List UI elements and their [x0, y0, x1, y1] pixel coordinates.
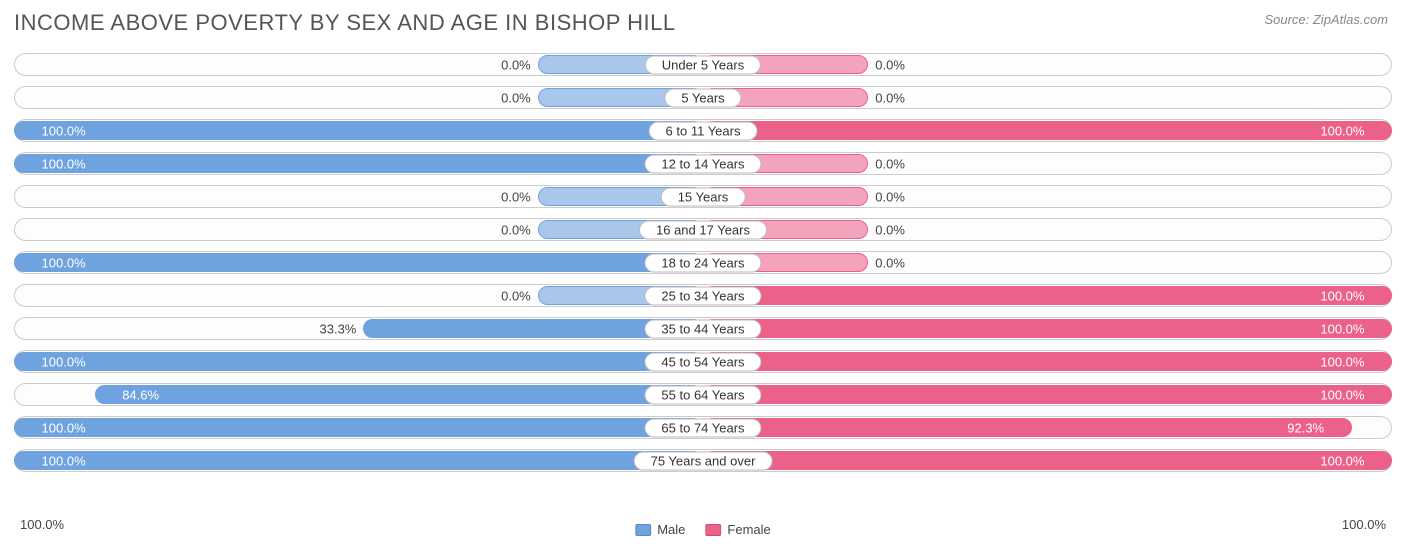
category-label: 45 to 54 Years [644, 352, 761, 371]
female-pct: 100.0% [1320, 288, 1364, 303]
chart-row: 100.0% 0.0% 18 to 24 Years [14, 248, 1392, 277]
male-pct: 100.0% [42, 420, 86, 435]
male-bar [95, 385, 703, 404]
chart-row: 0.0% 0.0% Under 5 Years [14, 50, 1392, 79]
female-pct: 100.0% [1320, 387, 1364, 402]
female-bar [703, 286, 1392, 305]
male-pct: 100.0% [42, 354, 86, 369]
male-bar [14, 418, 703, 437]
male-bar [14, 121, 703, 140]
chart-row: 100.0% 92.3% 65 to 74 Years [14, 413, 1392, 442]
female-swatch [705, 524, 721, 536]
chart-row: 84.6% 100.0% 55 to 64 Years [14, 380, 1392, 409]
female-pct: 0.0% [875, 57, 905, 72]
legend-female-label: Female [727, 522, 770, 537]
male-swatch [635, 524, 651, 536]
female-pct: 0.0% [875, 90, 905, 105]
chart-row: 100.0% 100.0% 6 to 11 Years [14, 116, 1392, 145]
female-pct: 92.3% [1287, 420, 1324, 435]
female-bar [703, 451, 1392, 470]
category-label: 15 Years [661, 187, 746, 206]
category-label: 65 to 74 Years [644, 418, 761, 437]
chart-title: INCOME ABOVE POVERTY BY SEX AND AGE IN B… [14, 10, 676, 36]
female-bar [703, 352, 1392, 371]
male-pct: 0.0% [501, 288, 531, 303]
legend-male: Male [635, 522, 685, 537]
male-pct: 100.0% [42, 453, 86, 468]
female-pct: 100.0% [1320, 321, 1364, 336]
female-pct: 100.0% [1320, 453, 1364, 468]
category-label: 55 to 64 Years [644, 385, 761, 404]
female-pct: 0.0% [875, 222, 905, 237]
chart-row: 100.0% 100.0% 45 to 54 Years [14, 347, 1392, 376]
category-label: 75 Years and over [634, 451, 773, 470]
male-pct: 100.0% [42, 123, 86, 138]
male-pct: 84.6% [122, 387, 159, 402]
category-label: 35 to 44 Years [644, 319, 761, 338]
male-bar [14, 451, 703, 470]
male-pct: 100.0% [42, 156, 86, 171]
chart-row: 100.0% 0.0% 12 to 14 Years [14, 149, 1392, 178]
male-pct: 33.3% [320, 321, 357, 336]
category-label: 16 and 17 Years [639, 220, 767, 239]
male-bar [14, 154, 703, 173]
chart-row: 0.0% 0.0% 16 and 17 Years [14, 215, 1392, 244]
chart-row: 0.0% 0.0% 5 Years [14, 83, 1392, 112]
male-pct: 0.0% [501, 90, 531, 105]
male-pct: 0.0% [501, 189, 531, 204]
category-label: 5 Years [664, 88, 741, 107]
legend-female: Female [705, 522, 770, 537]
legend-male-label: Male [657, 522, 685, 537]
female-bar [703, 319, 1392, 338]
female-pct: 100.0% [1320, 354, 1364, 369]
male-bar [14, 352, 703, 371]
female-pct: 0.0% [875, 255, 905, 270]
chart-row: 33.3% 100.0% 35 to 44 Years [14, 314, 1392, 343]
category-label: 6 to 11 Years [649, 121, 758, 140]
category-label: 12 to 14 Years [644, 154, 761, 173]
chart-row: 100.0% 100.0% 75 Years and over [14, 446, 1392, 475]
source-attribution: Source: ZipAtlas.com [1264, 12, 1388, 27]
category-label: 25 to 34 Years [644, 286, 761, 305]
female-pct: 0.0% [875, 156, 905, 171]
category-label: 18 to 24 Years [644, 253, 761, 272]
legend: Male Female [635, 522, 771, 537]
chart-row: 0.0% 0.0% 15 Years [14, 182, 1392, 211]
axis-right-label: 100.0% [1342, 517, 1386, 532]
axis-left-label: 100.0% [20, 517, 64, 532]
female-bar [703, 418, 1352, 437]
female-pct: 100.0% [1320, 123, 1364, 138]
female-bar [703, 121, 1392, 140]
male-pct: 100.0% [42, 255, 86, 270]
category-label: Under 5 Years [645, 55, 761, 74]
chart-area: 0.0% 0.0% Under 5 Years 0.0% 0.0% 5 Years 100.… [14, 50, 1392, 513]
female-bar [703, 385, 1392, 404]
male-pct: 0.0% [501, 57, 531, 72]
chart-row: 0.0% 100.0% 25 to 34 Years [14, 281, 1392, 310]
male-bar [14, 253, 703, 272]
female-pct: 0.0% [875, 189, 905, 204]
male-pct: 0.0% [501, 222, 531, 237]
